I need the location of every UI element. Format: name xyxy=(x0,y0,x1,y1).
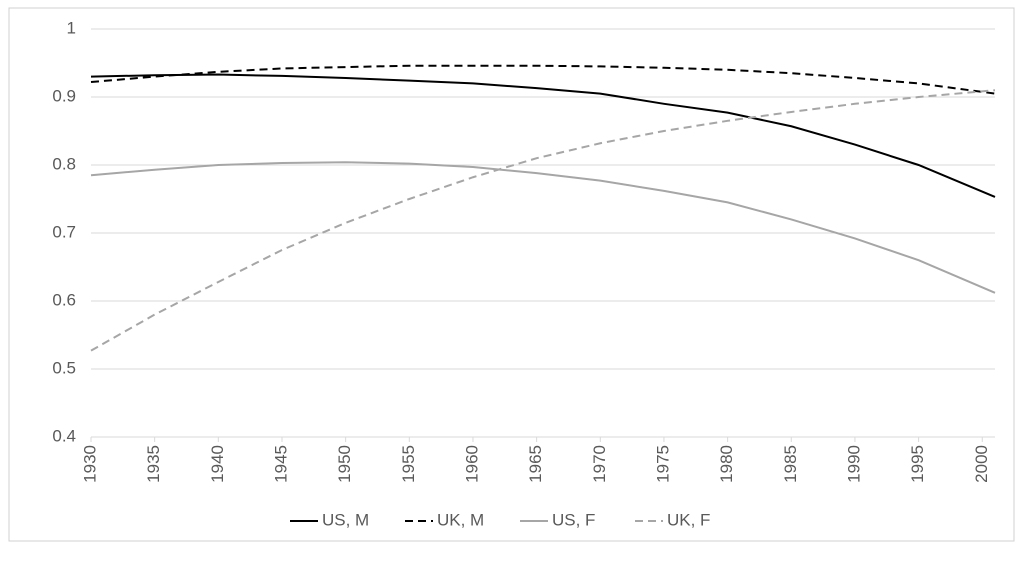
x-tick-label: 1930 xyxy=(80,445,99,483)
x-tick-label: 1965 xyxy=(526,445,545,483)
legend-label: US, F xyxy=(552,510,595,529)
x-tick-label: 1985 xyxy=(781,445,800,483)
y-tick-label: 0.4 xyxy=(52,426,76,445)
legend-label: UK, M xyxy=(437,510,484,529)
series-line xyxy=(90,89,996,352)
x-tick-label: 1990 xyxy=(844,445,863,483)
x-tick-label: 2000 xyxy=(972,445,991,483)
x-tick-label: 1980 xyxy=(717,445,736,483)
y-tick-label: 1 xyxy=(67,18,76,37)
y-tick-label: 0.5 xyxy=(52,358,76,377)
x-tick-label: 1955 xyxy=(399,445,418,483)
series-line xyxy=(90,161,996,294)
y-tick-label: 0.7 xyxy=(52,222,76,241)
legend-label: UK, F xyxy=(667,510,710,529)
x-tick-label: 1970 xyxy=(590,445,609,483)
x-tick-label: 1960 xyxy=(462,445,481,483)
x-tick-label: 1935 xyxy=(144,445,163,483)
series-line xyxy=(90,64,996,95)
legend-label: US, M xyxy=(322,510,369,529)
series-line xyxy=(90,73,996,198)
x-tick-label: 1945 xyxy=(271,445,290,483)
x-tick-label: 1995 xyxy=(908,445,927,483)
y-tick-label: 0.8 xyxy=(52,154,76,173)
x-tick-label: 1940 xyxy=(208,445,227,483)
y-tick-label: 0.9 xyxy=(52,86,76,105)
y-tick-label: 0.6 xyxy=(52,290,76,309)
x-tick-label: 1950 xyxy=(335,445,354,483)
x-tick-label: 1975 xyxy=(653,445,672,483)
